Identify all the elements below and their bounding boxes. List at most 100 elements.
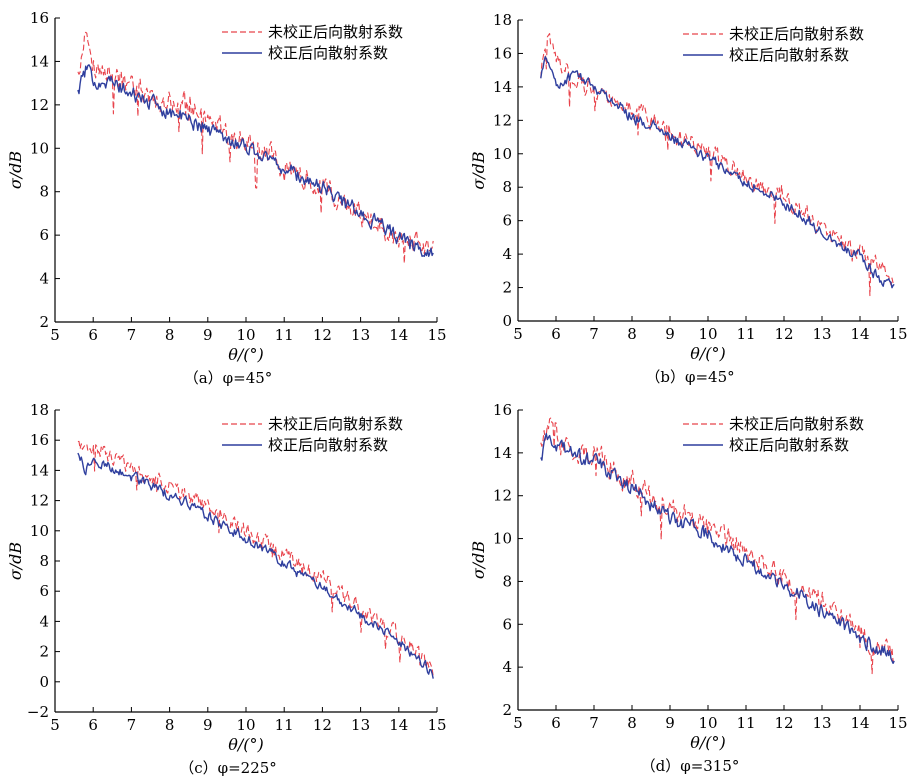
series-corrected-line: [77, 452, 434, 679]
x-tick-label: 9: [203, 716, 213, 734]
y-tick-label: 8: [502, 572, 512, 590]
y-tick-label: 2: [502, 701, 512, 719]
y-tick-label: 10: [493, 145, 512, 163]
y-tick-label: 12: [493, 487, 512, 505]
x-tick-label: 11: [275, 716, 294, 734]
y-axis-label: σ/dB: [469, 541, 488, 580]
x-tick-label: 8: [627, 714, 637, 732]
series-uncorrected-line: [77, 31, 434, 264]
x-tick-label: 7: [127, 326, 137, 344]
y-tick-label: 12: [30, 492, 49, 510]
x-tick-label: 8: [165, 716, 175, 734]
x-tick-label: 5: [50, 716, 60, 734]
y-tick-label: −2: [27, 703, 49, 721]
series-uncorrected-line: [77, 440, 434, 677]
y-tick-label: 8: [39, 552, 49, 570]
chart-panel-c: 5 6 7 8 9 10 11 12 13 14 15 −2 0 2 4 6 8 10 12 14 16 18 σ/dB θ/…: [6, 401, 447, 777]
legend-label-corrected: 校正后向散射系数: [729, 46, 849, 64]
y-tick-label: 16: [30, 431, 49, 449]
y-tick-label: 4: [502, 658, 512, 676]
y-tick-label: 2: [39, 643, 49, 661]
y-tick-label: 10: [30, 139, 49, 157]
chart-caption: （c）φ=225°: [179, 759, 277, 777]
y-axis-label: σ/dB: [6, 542, 25, 581]
x-tick-label: 15: [427, 716, 446, 734]
y-tick-label: 16: [30, 9, 49, 27]
y-tick-label: 16: [493, 44, 512, 62]
y-tick-label: 4: [502, 245, 512, 263]
y-tick-label: 14: [30, 461, 49, 479]
x-tick-label: 15: [888, 714, 907, 732]
legend-label-uncorrected: 未校正后向散射系数: [729, 415, 864, 433]
x-tick-label: 8: [165, 326, 175, 344]
x-tick-label: 13: [351, 716, 370, 734]
x-tick-label: 13: [812, 325, 831, 343]
y-tick-label: 14: [30, 52, 49, 70]
x-tick-label: 13: [812, 714, 831, 732]
x-tick-label: 10: [236, 716, 255, 734]
y-tick-label: 6: [39, 582, 49, 600]
legend-label-uncorrected: 未校正后向散射系数: [729, 25, 864, 43]
x-tick-label: 12: [313, 716, 332, 734]
y-tick-label: 10: [493, 530, 512, 548]
y-tick-label: 18: [30, 401, 49, 419]
y-tick-label: 14: [493, 444, 512, 462]
x-tick-label: 10: [236, 326, 255, 344]
x-tick-label: 9: [665, 325, 675, 343]
x-tick-label: 8: [627, 325, 637, 343]
x-axis-label: θ/(°): [690, 344, 726, 363]
x-tick-label: 12: [774, 714, 793, 732]
x-tick-label: 5: [50, 326, 60, 344]
y-axis-label: σ/dB: [469, 151, 488, 190]
chart-caption: （b）φ=45°: [645, 368, 734, 386]
series-corrected-line: [77, 64, 434, 257]
x-tick-label: 14: [850, 714, 869, 732]
x-tick-label: 7: [589, 325, 599, 343]
x-tick-label: 11: [275, 326, 294, 344]
chart-caption: （a）φ=45°: [184, 369, 273, 387]
x-tick-label: 9: [665, 714, 675, 732]
x-tick-label: 15: [888, 325, 907, 343]
y-tick-label: 18: [493, 11, 512, 29]
y-tick-label: 6: [502, 615, 512, 633]
y-tick-label: 12: [30, 96, 49, 114]
x-tick-label: 14: [850, 325, 869, 343]
y-tick-label: 2: [502, 279, 512, 297]
x-axis-label: θ/(°): [228, 735, 264, 754]
x-tick-label: 6: [88, 326, 98, 344]
x-tick-label: 6: [551, 325, 561, 343]
legend-label-uncorrected: 未校正后向散射系数: [268, 415, 403, 433]
x-tick-label: 12: [313, 326, 332, 344]
series-uncorrected-line: [540, 33, 895, 297]
y-tick-label: 6: [502, 212, 512, 230]
x-tick-label: 14: [389, 716, 408, 734]
series-corrected-line: [540, 56, 895, 289]
y-tick-label: 2: [39, 313, 49, 331]
y-tick-label: 10: [30, 522, 49, 540]
x-axis-label: θ/(°): [228, 345, 264, 364]
legend-label-corrected: 校正后向散射系数: [268, 436, 388, 454]
x-tick-label: 10: [698, 325, 717, 343]
x-tick-label: 7: [589, 714, 599, 732]
series-corrected-line: [540, 432, 895, 664]
chart-panel-a: 5 6 7 8 9 10 11 12 13 14 15 2 4 6 8 10 12 14 16 σ/dB θ/(°) （a…: [6, 9, 447, 387]
y-axis-label: σ/dB: [6, 151, 25, 190]
y-tick-label: 0: [502, 312, 512, 330]
x-tick-label: 5: [513, 325, 523, 343]
x-tick-label: 10: [698, 714, 717, 732]
chart-panel-d: 5 6 7 8 9 10 11 12 13 14 15 2 4 6 8 10 12 14 16 σ/dB θ/(°) （d…: [469, 401, 908, 775]
x-tick-label: 11: [736, 714, 755, 732]
y-tick-label: 4: [39, 612, 49, 630]
legend-label-corrected: 校正后向散射系数: [268, 44, 388, 62]
x-tick-label: 7: [127, 716, 137, 734]
x-tick-label: 6: [88, 716, 98, 734]
chart-caption: （d）φ=315°: [641, 757, 740, 775]
y-tick-label: 8: [39, 183, 49, 201]
y-tick-label: 8: [502, 178, 512, 196]
y-tick-label: 12: [493, 111, 512, 129]
x-tick-label: 5: [513, 714, 523, 732]
y-tick-label: 0: [39, 673, 49, 691]
x-axis-label: θ/(°): [690, 733, 726, 752]
x-tick-label: 14: [389, 326, 408, 344]
